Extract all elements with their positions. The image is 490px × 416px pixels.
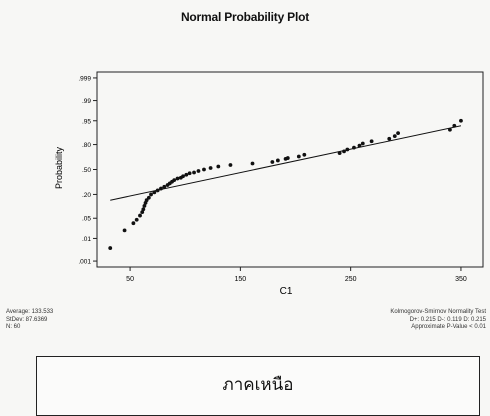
fit-line	[110, 125, 462, 201]
y-tick-label: .99	[82, 98, 91, 105]
data-point	[342, 149, 346, 154]
data-point	[216, 164, 221, 169]
plot-frame	[96, 71, 484, 268]
data-point	[146, 195, 151, 200]
data-point	[192, 170, 196, 175]
chart-title: Normal Probability Plot	[180, 10, 310, 24]
x-tick-label: 150	[235, 276, 247, 283]
data-point	[184, 172, 189, 177]
y-tick-label: .001	[78, 259, 91, 266]
data-point	[352, 145, 356, 150]
y-tick-label: .95	[82, 118, 91, 125]
y-tick-label: .01	[82, 236, 91, 243]
data-point	[296, 154, 301, 159]
fit-line-group	[110, 125, 462, 201]
data-point	[131, 221, 136, 226]
data-point	[250, 161, 255, 166]
x-tick-label: 250	[345, 276, 357, 283]
y-tick-label: .80	[82, 142, 91, 149]
data-point	[122, 228, 127, 233]
data-point	[452, 123, 457, 128]
y-axis-label: Probability	[54, 146, 64, 189]
plot-ticks: 50 150 250 350 .001 .01 .05 .20 .50 .80 .95 .99 .999	[78, 75, 467, 283]
data-point	[270, 160, 275, 164]
data-point	[162, 184, 167, 189]
data-point	[228, 163, 233, 167]
data-point	[134, 217, 139, 222]
data-point	[175, 176, 180, 181]
data-point	[181, 174, 185, 179]
data-point	[337, 151, 342, 156]
data-point	[187, 171, 192, 176]
data-point	[208, 166, 213, 170]
n-stat: N: 60	[6, 324, 21, 330]
data-point	[392, 134, 397, 139]
data-point	[108, 246, 113, 250]
stdev-stat: StDev: 87.6369	[6, 316, 48, 323]
x-tick-label: 350	[455, 276, 467, 283]
data-point	[149, 192, 153, 197]
x-tick-label: 50	[126, 276, 134, 283]
data-point	[285, 156, 290, 160]
data-point	[360, 141, 365, 146]
data-point	[196, 169, 201, 173]
y-tick-label: .20	[82, 192, 91, 199]
data-point	[369, 139, 374, 144]
x-axis-label: C1	[280, 286, 293, 297]
y-tick-label: .999	[78, 75, 91, 82]
data-point	[459, 118, 463, 123]
data-point	[172, 178, 177, 183]
region-label: ภาคเหนือ	[222, 375, 294, 395]
data-point	[302, 152, 307, 157]
data-point	[345, 147, 350, 152]
data-point	[144, 198, 149, 203]
data-point	[152, 190, 157, 195]
data-point	[140, 210, 145, 215]
y-tick-label: .05	[82, 216, 91, 223]
data-point	[202, 167, 206, 172]
summary-stats: Average: 133.533 StDev: 87.6369 N: 60	[6, 309, 53, 332]
data-point	[357, 143, 362, 148]
data-point	[138, 213, 142, 218]
data-point	[275, 158, 280, 163]
data-point	[142, 203, 147, 208]
data-point	[448, 127, 452, 132]
probability-plot-svg: 50 150 250 350 .001 .01 .05 .20 .50 .80 .95 .99 .999…	[54, 71, 484, 297]
test-values: D+: 0.215 D-: 0.119 D: 0.215	[409, 316, 486, 323]
normality-test-stats: Kolmogorov-Smirnov Normality Test D+: 0.…	[346, 309, 486, 332]
data-point	[159, 186, 163, 191]
y-tick-label: .50	[82, 167, 91, 174]
data-points	[108, 118, 463, 250]
data-point	[396, 131, 400, 136]
plot-axes	[96, 71, 484, 268]
p-value: Approximate P-Value < 0.01	[411, 324, 486, 330]
data-point	[141, 207, 146, 212]
data-point	[387, 136, 392, 141]
average-stat: Average: 133.533	[6, 309, 54, 315]
region-label-box: ภาคเหนือ	[36, 356, 480, 416]
test-name: Kolmogorov-Smirnov Normality Test	[390, 309, 486, 315]
data-point	[155, 188, 160, 193]
